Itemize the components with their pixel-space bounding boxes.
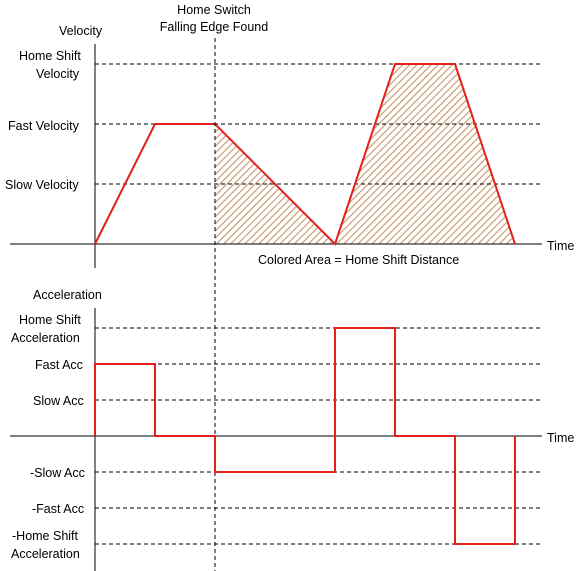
home-shift-acc-label-line2: Acceleration [11,331,80,345]
acceleration-axis-title: Acceleration [33,288,102,302]
velocity-chart: Velocity Time Home Shift Velocity Fast V… [5,24,574,268]
slow-acc-label: Slow Acc [33,394,84,408]
neg-home-shift-acc-label-line2: Acceleration [11,547,80,561]
home-switch-label-line1: Home Switch [177,3,251,17]
acceleration-time-label: Time [547,431,574,445]
home-shift-area-region-2 [335,64,515,244]
home-shift-acc-label-line1: Home Shift [19,313,81,327]
velocity-axis-title: Velocity [59,24,103,38]
home-shift-velocity-label-line2: Velocity [36,67,80,81]
slow-velocity-label: Slow Velocity [5,178,79,192]
home-switch-marker: Home Switch Falling Edge Found [160,3,268,571]
acceleration-chart: Acceleration Time Home Shift Acceleratio… [10,288,574,571]
acceleration-profile-line [94,327,516,545]
neg-fast-acc-label: -Fast Acc [32,502,84,516]
fast-velocity-label: Fast Velocity [8,119,80,133]
home-switch-label-line2: Falling Edge Found [160,20,268,34]
home-shift-distance-note: Colored Area = Home Shift Distance [258,253,459,267]
neg-home-shift-acc-label-line1: -Home Shift [12,529,79,543]
fast-acc-label: Fast Acc [35,358,83,372]
neg-slow-acc-label: -Slow Acc [30,466,85,480]
velocity-profile-line [94,63,516,246]
home-shift-velocity-label-line1: Home Shift [19,49,81,63]
velocity-time-label: Time [547,239,574,253]
